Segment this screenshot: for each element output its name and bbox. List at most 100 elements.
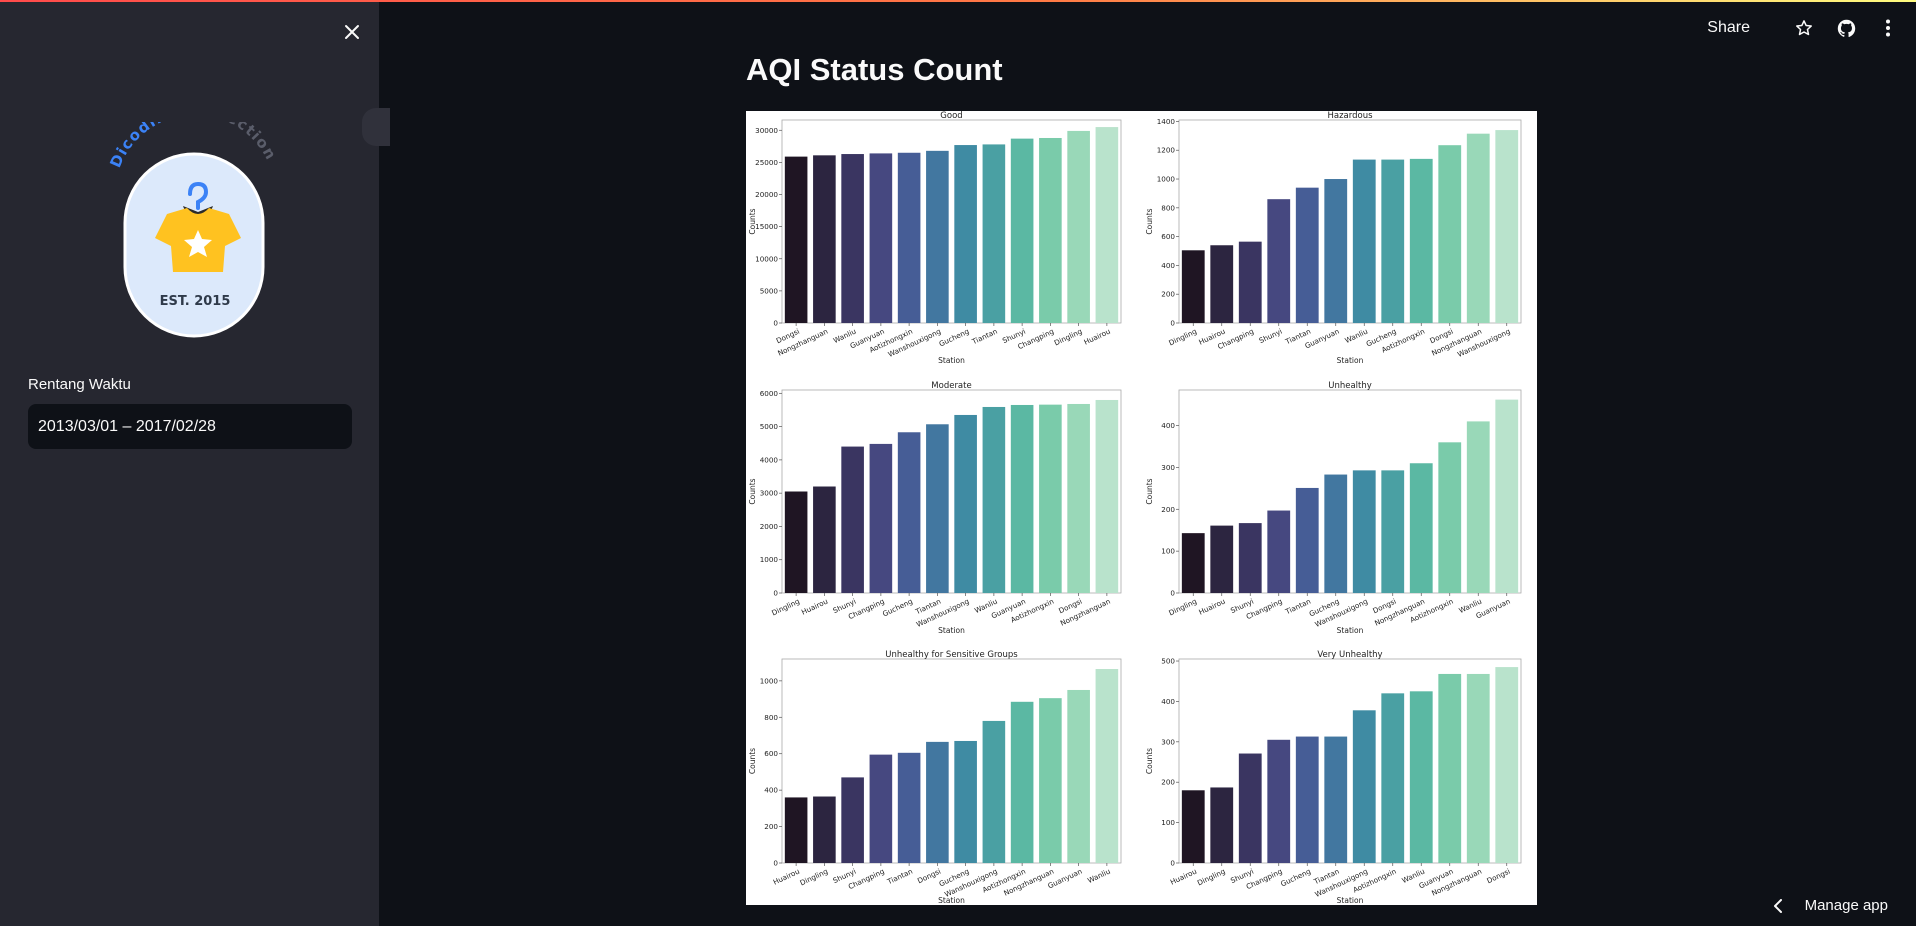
chart-0-ytick-label-0: 0 <box>773 319 778 328</box>
close-icon <box>345 25 359 39</box>
chart-1-title: Hazardous <box>1327 111 1373 121</box>
chart-4-title: Unhealthy for Sensitive Groups <box>885 650 1018 660</box>
chart-1-bar-11 <box>1495 130 1519 323</box>
chart-5-ytick-label-0: 0 <box>1170 859 1175 868</box>
chart-2-xtick-label-4: Gucheng <box>881 597 914 619</box>
chart-2-bar-6 <box>954 414 977 593</box>
chart-0-bar-10 <box>1067 130 1090 323</box>
chart-3-ytick-label-1: 100 <box>1161 547 1175 556</box>
chart-5-ytick-label-1: 100 <box>1161 818 1175 827</box>
chart-0-bar-2 <box>841 154 864 323</box>
chart-5-frame <box>1178 658 1522 864</box>
chart-0-bar-11 <box>1095 127 1119 323</box>
chart-1-ytick-label-4: 800 <box>1161 203 1175 212</box>
aqi-status-figure: Good 0 5000 10000 15000 20000 25000 30000 Counts… <box>746 111 1537 905</box>
manage-app-label: Manage app <box>1804 897 1888 914</box>
share-button[interactable]: Share <box>1707 19 1750 36</box>
chart-1-xlabel: Station <box>1337 356 1364 365</box>
top-decoration-bar <box>0 0 1916 2</box>
chart-3-bar-11 <box>1495 399 1519 593</box>
favorite-button[interactable] <box>1794 18 1814 38</box>
chart-4-xtick-label-0: Huairou <box>772 867 801 887</box>
chart-1-bar-3 <box>1267 199 1291 323</box>
chart-1-bar-7 <box>1381 159 1405 323</box>
sidebar-collapse-handle[interactable] <box>362 108 390 146</box>
chart-1-ytick-label-1: 200 <box>1161 290 1175 299</box>
chart-1-bar-1 <box>1210 245 1234 323</box>
dicoding-collection-logo: Dicoding Collection EST. 2015 <box>105 101 285 342</box>
chart-0-title: Good <box>940 111 962 121</box>
sidebar: Dicoding Collection EST. 2015 Rentang Wa… <box>0 2 390 926</box>
chart-4-bar-9 <box>1039 698 1062 863</box>
chart-3-ytick-label-3: 300 <box>1161 463 1175 472</box>
chart-3-bar-10 <box>1466 421 1490 593</box>
chart-1-bar-4 <box>1295 187 1319 323</box>
chart-3-ytick-label-4: 400 <box>1161 421 1175 430</box>
chart-5-ytick-label-2: 200 <box>1161 778 1175 787</box>
chart-4-bar-8 <box>1010 701 1034 863</box>
chart-4-bar-11 <box>1095 669 1119 863</box>
github-icon <box>1837 19 1855 37</box>
manage-app-button[interactable]: Manage app <box>1773 897 1888 914</box>
logo-est-text: EST. 2015 <box>160 294 231 309</box>
chart-0-bar-1 <box>813 155 836 323</box>
chart-5-bar-10 <box>1466 673 1490 863</box>
chart-5-bar-5 <box>1324 736 1348 863</box>
github-button[interactable] <box>1836 18 1856 38</box>
chart-0-bar-0 <box>784 156 808 323</box>
chart-2-bar-5 <box>926 424 949 593</box>
chart-0-bar-7 <box>982 144 1006 323</box>
chart-2-bar-8 <box>1010 404 1034 593</box>
chart-0-ytick-label-3: 15000 <box>755 222 778 231</box>
chart-4-xtick-label-11: Wanliu <box>1086 867 1112 885</box>
chart-1-frame <box>1178 119 1522 324</box>
chart-3-bar-2 <box>1238 523 1262 593</box>
chart-2-xtick-label-0: Dingling <box>770 597 801 618</box>
chart-2-xlabel: Station <box>938 626 965 635</box>
chart-5-bar-7 <box>1381 693 1405 863</box>
chart-2-title: Moderate <box>931 381 971 391</box>
chart-3-bar-7 <box>1381 470 1405 593</box>
chart-4-bar-6 <box>954 740 977 863</box>
date-range-input[interactable]: 2013/03/01 – 2017/02/28 <box>28 404 352 449</box>
chart-4-bar-0 <box>784 797 808 863</box>
chart-2-ytick-label-4: 4000 <box>760 455 779 464</box>
close-sidebar-button[interactable] <box>338 18 366 46</box>
chart-0-xlabel: Station <box>938 356 965 365</box>
chart-4-ylabel: Counts <box>748 748 757 774</box>
chart-1-bar-9 <box>1438 145 1462 323</box>
chart-2-xtick-label-1: Huairou <box>800 597 829 617</box>
chart-3-xlabel: Station <box>1337 626 1364 635</box>
chart-4-frame <box>781 658 1122 864</box>
chart-0-xtick-label-6: Gucheng <box>938 327 971 349</box>
chart-0-bar-6 <box>954 145 977 323</box>
chart-2-bar-2 <box>841 446 864 593</box>
chart-5-ytick-label-4: 400 <box>1161 697 1175 706</box>
chart-4-xtick-label-1: Dingling <box>798 867 829 888</box>
chart-4-bar-2 <box>841 777 864 863</box>
chart-4-ytick-label-3: 600 <box>764 749 778 758</box>
chart-3-ylabel: Counts <box>1145 478 1154 504</box>
chart-3-bar-6 <box>1352 470 1376 593</box>
chart-0-bar-4 <box>897 152 921 323</box>
chart-1-bar-10 <box>1466 133 1490 323</box>
chart-1-bar-8 <box>1409 158 1433 323</box>
chart-5-bar-2 <box>1238 753 1262 863</box>
chart-3-bar-4 <box>1295 487 1319 593</box>
chart-4-xtick-label-4: Tiantan <box>885 867 914 887</box>
chart-2-bar-1 <box>813 486 836 593</box>
date-range-value: 2013/03/01 – 2017/02/28 <box>38 417 216 435</box>
chart-1-ytick-label-7: 1400 <box>1157 117 1176 126</box>
chart-1-ytick-label-0: 0 <box>1170 319 1175 328</box>
chart-4-bar-3 <box>869 754 893 863</box>
chart-0-frame <box>781 119 1122 324</box>
page-title: AQI Status Count <box>746 52 1003 87</box>
chart-2-bar-3 <box>869 443 893 593</box>
chart-0-ytick-label-5: 25000 <box>755 158 778 167</box>
chart-1-bar-2 <box>1238 241 1262 323</box>
chart-4-ytick-label-0: 0 <box>773 859 778 868</box>
main-menu-button[interactable] <box>1878 18 1898 38</box>
chart-0-ytick-label-6: 30000 <box>755 126 778 135</box>
chart-1-ytick-label-6: 1200 <box>1157 146 1176 155</box>
chart-2-bar-11 <box>1095 399 1119 593</box>
